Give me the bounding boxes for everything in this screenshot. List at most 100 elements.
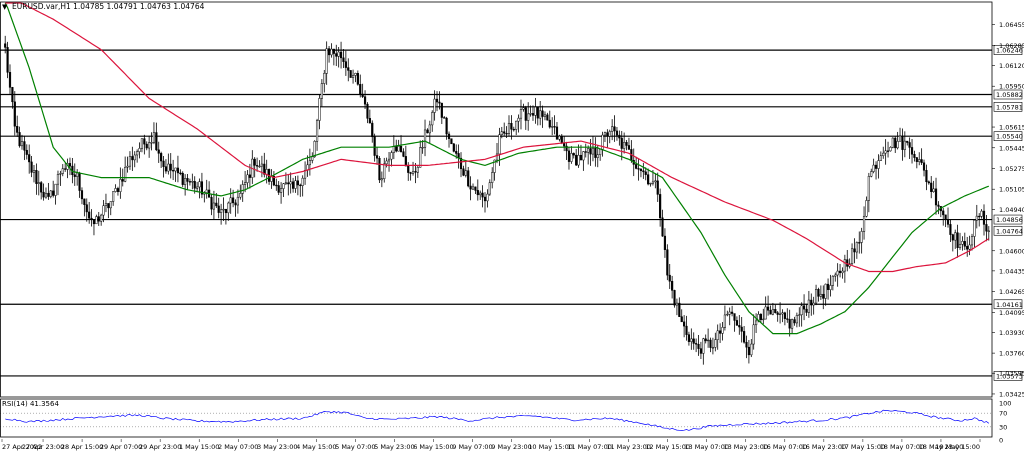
candle	[350, 70, 352, 77]
candle-body-bull	[873, 165, 875, 171]
candle-body-bull	[520, 109, 522, 118]
candle-body-bear	[400, 146, 402, 151]
candle-body-bear	[451, 139, 453, 144]
candle-body-bear	[806, 309, 808, 312]
candle	[880, 151, 882, 161]
candle-body-bull	[134, 155, 136, 160]
candle-body-bear	[218, 206, 220, 213]
candle-body-bull	[62, 169, 64, 174]
candle-body-bull	[381, 179, 383, 180]
candle	[671, 276, 673, 299]
candle-body-bear	[595, 148, 597, 157]
candle	[347, 58, 349, 81]
candle	[297, 176, 299, 196]
candle	[698, 335, 700, 356]
candle-body-bear	[9, 72, 11, 87]
candle	[151, 132, 153, 150]
candle	[738, 315, 740, 335]
candle-body-bear	[448, 134, 450, 139]
candle-body-bull	[830, 285, 832, 289]
candle-body-bear	[966, 246, 968, 249]
time-tick-label: 3 May 23:00	[257, 443, 297, 451]
candle	[882, 147, 884, 159]
candle	[79, 172, 81, 198]
candle	[592, 136, 594, 161]
candle	[650, 183, 652, 187]
candle	[532, 105, 534, 121]
candle-body-bear	[693, 339, 695, 344]
candle-body-bull	[227, 203, 229, 213]
candle-body-bull	[110, 201, 112, 207]
price-tick-label: 1.06285	[999, 42, 1024, 50]
candle-body-bear	[657, 181, 659, 195]
candle-body-bull	[592, 148, 594, 154]
candle-body-bear	[172, 170, 174, 171]
candle	[491, 167, 493, 188]
candle	[604, 132, 606, 142]
level-price-label: 1.05781	[996, 103, 1023, 111]
price-tick-label: 1.04600	[999, 247, 1024, 255]
candle-body-bull	[779, 314, 781, 315]
candle-body-bear	[770, 310, 772, 314]
candle	[890, 146, 892, 151]
candle-body-bear	[415, 171, 417, 172]
candle-body-bear	[503, 132, 505, 134]
candle	[275, 179, 277, 191]
candle-body-bear	[374, 137, 376, 156]
candle-body-bull	[103, 206, 105, 215]
candle-body-bull	[954, 233, 956, 240]
candle	[705, 335, 707, 344]
candle	[921, 148, 923, 165]
candle-body-bull	[729, 312, 731, 314]
candle-body-bull	[650, 183, 652, 184]
candle-body-bull	[578, 155, 580, 165]
candle-body-bear	[14, 102, 16, 126]
candle-body-bear	[64, 169, 66, 170]
candle	[666, 244, 668, 280]
candle-body-bear	[635, 164, 637, 168]
candle-body-bear	[453, 144, 455, 152]
candle	[81, 187, 83, 204]
candle	[487, 189, 489, 207]
candle-body-bear	[187, 178, 189, 181]
candle-body-bear	[678, 303, 680, 317]
candle	[477, 179, 479, 200]
candle-body-bear	[410, 173, 412, 174]
candle	[292, 178, 294, 193]
candle	[863, 206, 865, 239]
candle-body-bull	[882, 153, 884, 156]
time-tick-label: 16 May 07:00	[763, 443, 808, 451]
candle	[830, 275, 832, 297]
time-tick-label: 10 May 15:00	[528, 443, 573, 451]
candle	[304, 161, 306, 185]
candle-body-bear	[407, 166, 409, 173]
candle	[686, 316, 688, 341]
candle	[7, 42, 9, 78]
candle-body-bull	[352, 75, 354, 77]
candle-body-bull	[820, 294, 822, 296]
candle	[734, 314, 736, 332]
candle-body-bull	[206, 190, 208, 193]
candle	[786, 308, 788, 323]
candle-body-bear	[69, 163, 71, 166]
candle	[76, 169, 78, 186]
candle	[868, 173, 870, 212]
candle	[825, 284, 827, 306]
candle-body-bear	[292, 182, 294, 189]
candle-body-bear	[275, 185, 277, 186]
candle-body-bear	[818, 289, 820, 296]
candle	[813, 297, 815, 315]
candle	[475, 187, 477, 194]
candle	[568, 147, 570, 169]
candle-body-bull	[33, 170, 35, 172]
menu-arrow-icon[interactable]: ▼	[2, 3, 8, 11]
candle	[640, 168, 642, 177]
candle-body-bull	[791, 320, 793, 329]
candle	[247, 170, 249, 188]
candle-body-bull	[604, 133, 606, 135]
candle	[379, 156, 381, 183]
candle-body-bear	[556, 127, 558, 139]
candle-body-bull	[314, 141, 316, 157]
